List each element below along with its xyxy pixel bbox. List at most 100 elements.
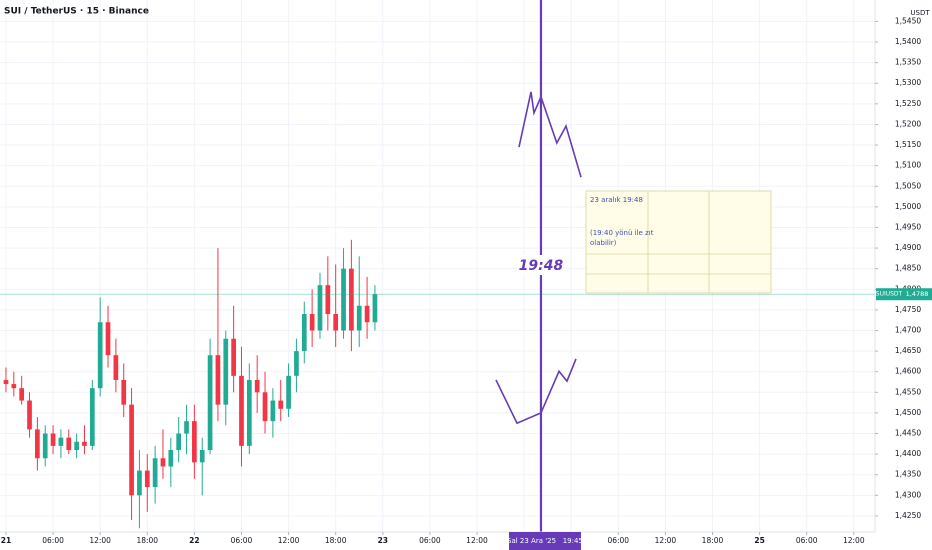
y-tick-label: 1,4700 bbox=[895, 325, 921, 334]
candle-body bbox=[364, 305, 370, 323]
y-tick-label: 1,4400 bbox=[895, 449, 921, 458]
x-tick-label: 12:00 bbox=[278, 536, 300, 545]
candle-body bbox=[66, 437, 72, 450]
candle-body bbox=[223, 338, 229, 405]
candle-body bbox=[27, 400, 32, 430]
note-text: 23 aralık 19:48 bbox=[590, 196, 643, 204]
y-tick-label: 1,5450 bbox=[895, 16, 921, 25]
y-tick-label: 1,5200 bbox=[895, 119, 921, 128]
y-tick-label: 1,4750 bbox=[895, 305, 921, 314]
y-tick-label: 1,4650 bbox=[895, 346, 921, 355]
candle-body bbox=[309, 314, 315, 331]
candle-body bbox=[215, 355, 221, 405]
last-price-symbol: SUIUSDT bbox=[876, 291, 903, 298]
candle-body bbox=[74, 441, 79, 450]
y-tick-label: 1,5300 bbox=[895, 78, 921, 87]
x-tick-label: 12:00 bbox=[655, 536, 677, 545]
x-tick-label: 21 bbox=[1, 536, 11, 545]
candle-body bbox=[19, 388, 25, 401]
x-tick-label: 06:00 bbox=[42, 536, 64, 545]
candle-body bbox=[89, 388, 95, 446]
time-label-bg bbox=[508, 532, 581, 550]
x-tick-label: 22 bbox=[189, 536, 199, 545]
chart-title: SUI / TetherUS · 15 · Binance bbox=[4, 7, 149, 17]
y-tick-label: 1,5000 bbox=[895, 202, 921, 211]
y-tick-label: 1,4900 bbox=[895, 243, 921, 252]
y-tick-label: 1,4350 bbox=[895, 470, 921, 479]
candle-body bbox=[301, 314, 307, 352]
candle-body bbox=[254, 379, 260, 393]
y-tick-label: 1,4950 bbox=[895, 222, 921, 231]
candle-body bbox=[121, 379, 127, 405]
candle-body bbox=[286, 375, 291, 409]
x-tick-label: 18:00 bbox=[325, 536, 347, 545]
time-label: Sal 23 Ara '25 19:45 bbox=[507, 537, 583, 545]
x-tick-label: 06:00 bbox=[796, 536, 818, 545]
note-text: olabilir) bbox=[590, 239, 617, 247]
candle-body bbox=[184, 421, 189, 434]
x-tick-label: 06:00 bbox=[607, 536, 629, 545]
y-tick-label: 1,5100 bbox=[895, 161, 921, 170]
x-tick-label: 18:00 bbox=[702, 536, 724, 545]
projection-line bbox=[495, 358, 577, 425]
y-tick-label: 1,5250 bbox=[895, 99, 921, 108]
candle-body bbox=[176, 433, 182, 450]
x-tick-label: 18:00 bbox=[136, 536, 158, 545]
candle-body bbox=[168, 449, 174, 467]
note-box: 23 aralık 19:48 (19:40 yönü ile zıt olabil… bbox=[585, 190, 772, 294]
candle-body bbox=[278, 400, 284, 409]
candle-body bbox=[317, 285, 323, 331]
candle-body bbox=[207, 355, 213, 450]
x-tick-label: 12:00 bbox=[466, 536, 488, 545]
note-text: (19:40 yönü ile zıt bbox=[590, 229, 654, 237]
candle-body bbox=[341, 268, 346, 331]
y-tick-label: 1,4300 bbox=[895, 490, 921, 499]
candle-body bbox=[152, 458, 158, 488]
candle-body bbox=[113, 355, 119, 380]
candle-body bbox=[192, 421, 197, 463]
candle-body bbox=[105, 322, 111, 356]
x-tick-label: 23 bbox=[378, 536, 388, 545]
candle-body bbox=[246, 379, 252, 446]
y-tick-label: 1,4500 bbox=[895, 408, 921, 417]
x-tick-label: 25 bbox=[754, 536, 764, 545]
candle-body bbox=[11, 384, 17, 389]
candle-body bbox=[58, 437, 64, 446]
y-tick-label: 1,4450 bbox=[895, 429, 921, 438]
candle-body bbox=[239, 375, 244, 446]
candle-body bbox=[42, 433, 48, 459]
candle-body bbox=[356, 305, 362, 331]
y-tick-label: 1,4550 bbox=[895, 387, 921, 396]
candle-body bbox=[231, 338, 236, 376]
vertical-line-label-bg bbox=[520, 255, 561, 275]
x-tick-label: 06:00 bbox=[419, 536, 441, 545]
vertical-line-label: 19:48 bbox=[519, 258, 564, 274]
y-axis-label: USDT bbox=[910, 9, 930, 17]
candle-body bbox=[3, 379, 9, 385]
candle-body bbox=[199, 449, 205, 463]
candle-body bbox=[35, 429, 40, 459]
candle-body bbox=[97, 322, 103, 389]
last-price-label: 1,4788 bbox=[906, 290, 929, 298]
x-tick-label: 12:00 bbox=[843, 536, 865, 545]
candle-body bbox=[50, 433, 56, 446]
candle-body bbox=[160, 458, 166, 467]
y-tick-label: 1,5350 bbox=[895, 58, 921, 67]
candle-body bbox=[349, 268, 354, 331]
candle-body bbox=[270, 400, 276, 422]
y-tick-label: 1,4850 bbox=[895, 264, 921, 273]
y-tick-label: 1,5150 bbox=[895, 140, 921, 149]
y-tick-label: 1,4250 bbox=[895, 511, 921, 520]
y-tick-label: 1,4600 bbox=[895, 367, 921, 376]
note-frame bbox=[585, 190, 772, 294]
plot: 23 aralık 19:48 (19:40 yönü ile zıt olabil… bbox=[0, 0, 875, 532]
candle-body bbox=[82, 441, 87, 446]
candle-body bbox=[137, 470, 142, 496]
candle-body bbox=[144, 470, 150, 488]
candle-body bbox=[372, 294, 378, 323]
candle-body bbox=[325, 285, 331, 315]
candle-body bbox=[262, 392, 268, 422]
last-price-tag bbox=[876, 288, 932, 301]
